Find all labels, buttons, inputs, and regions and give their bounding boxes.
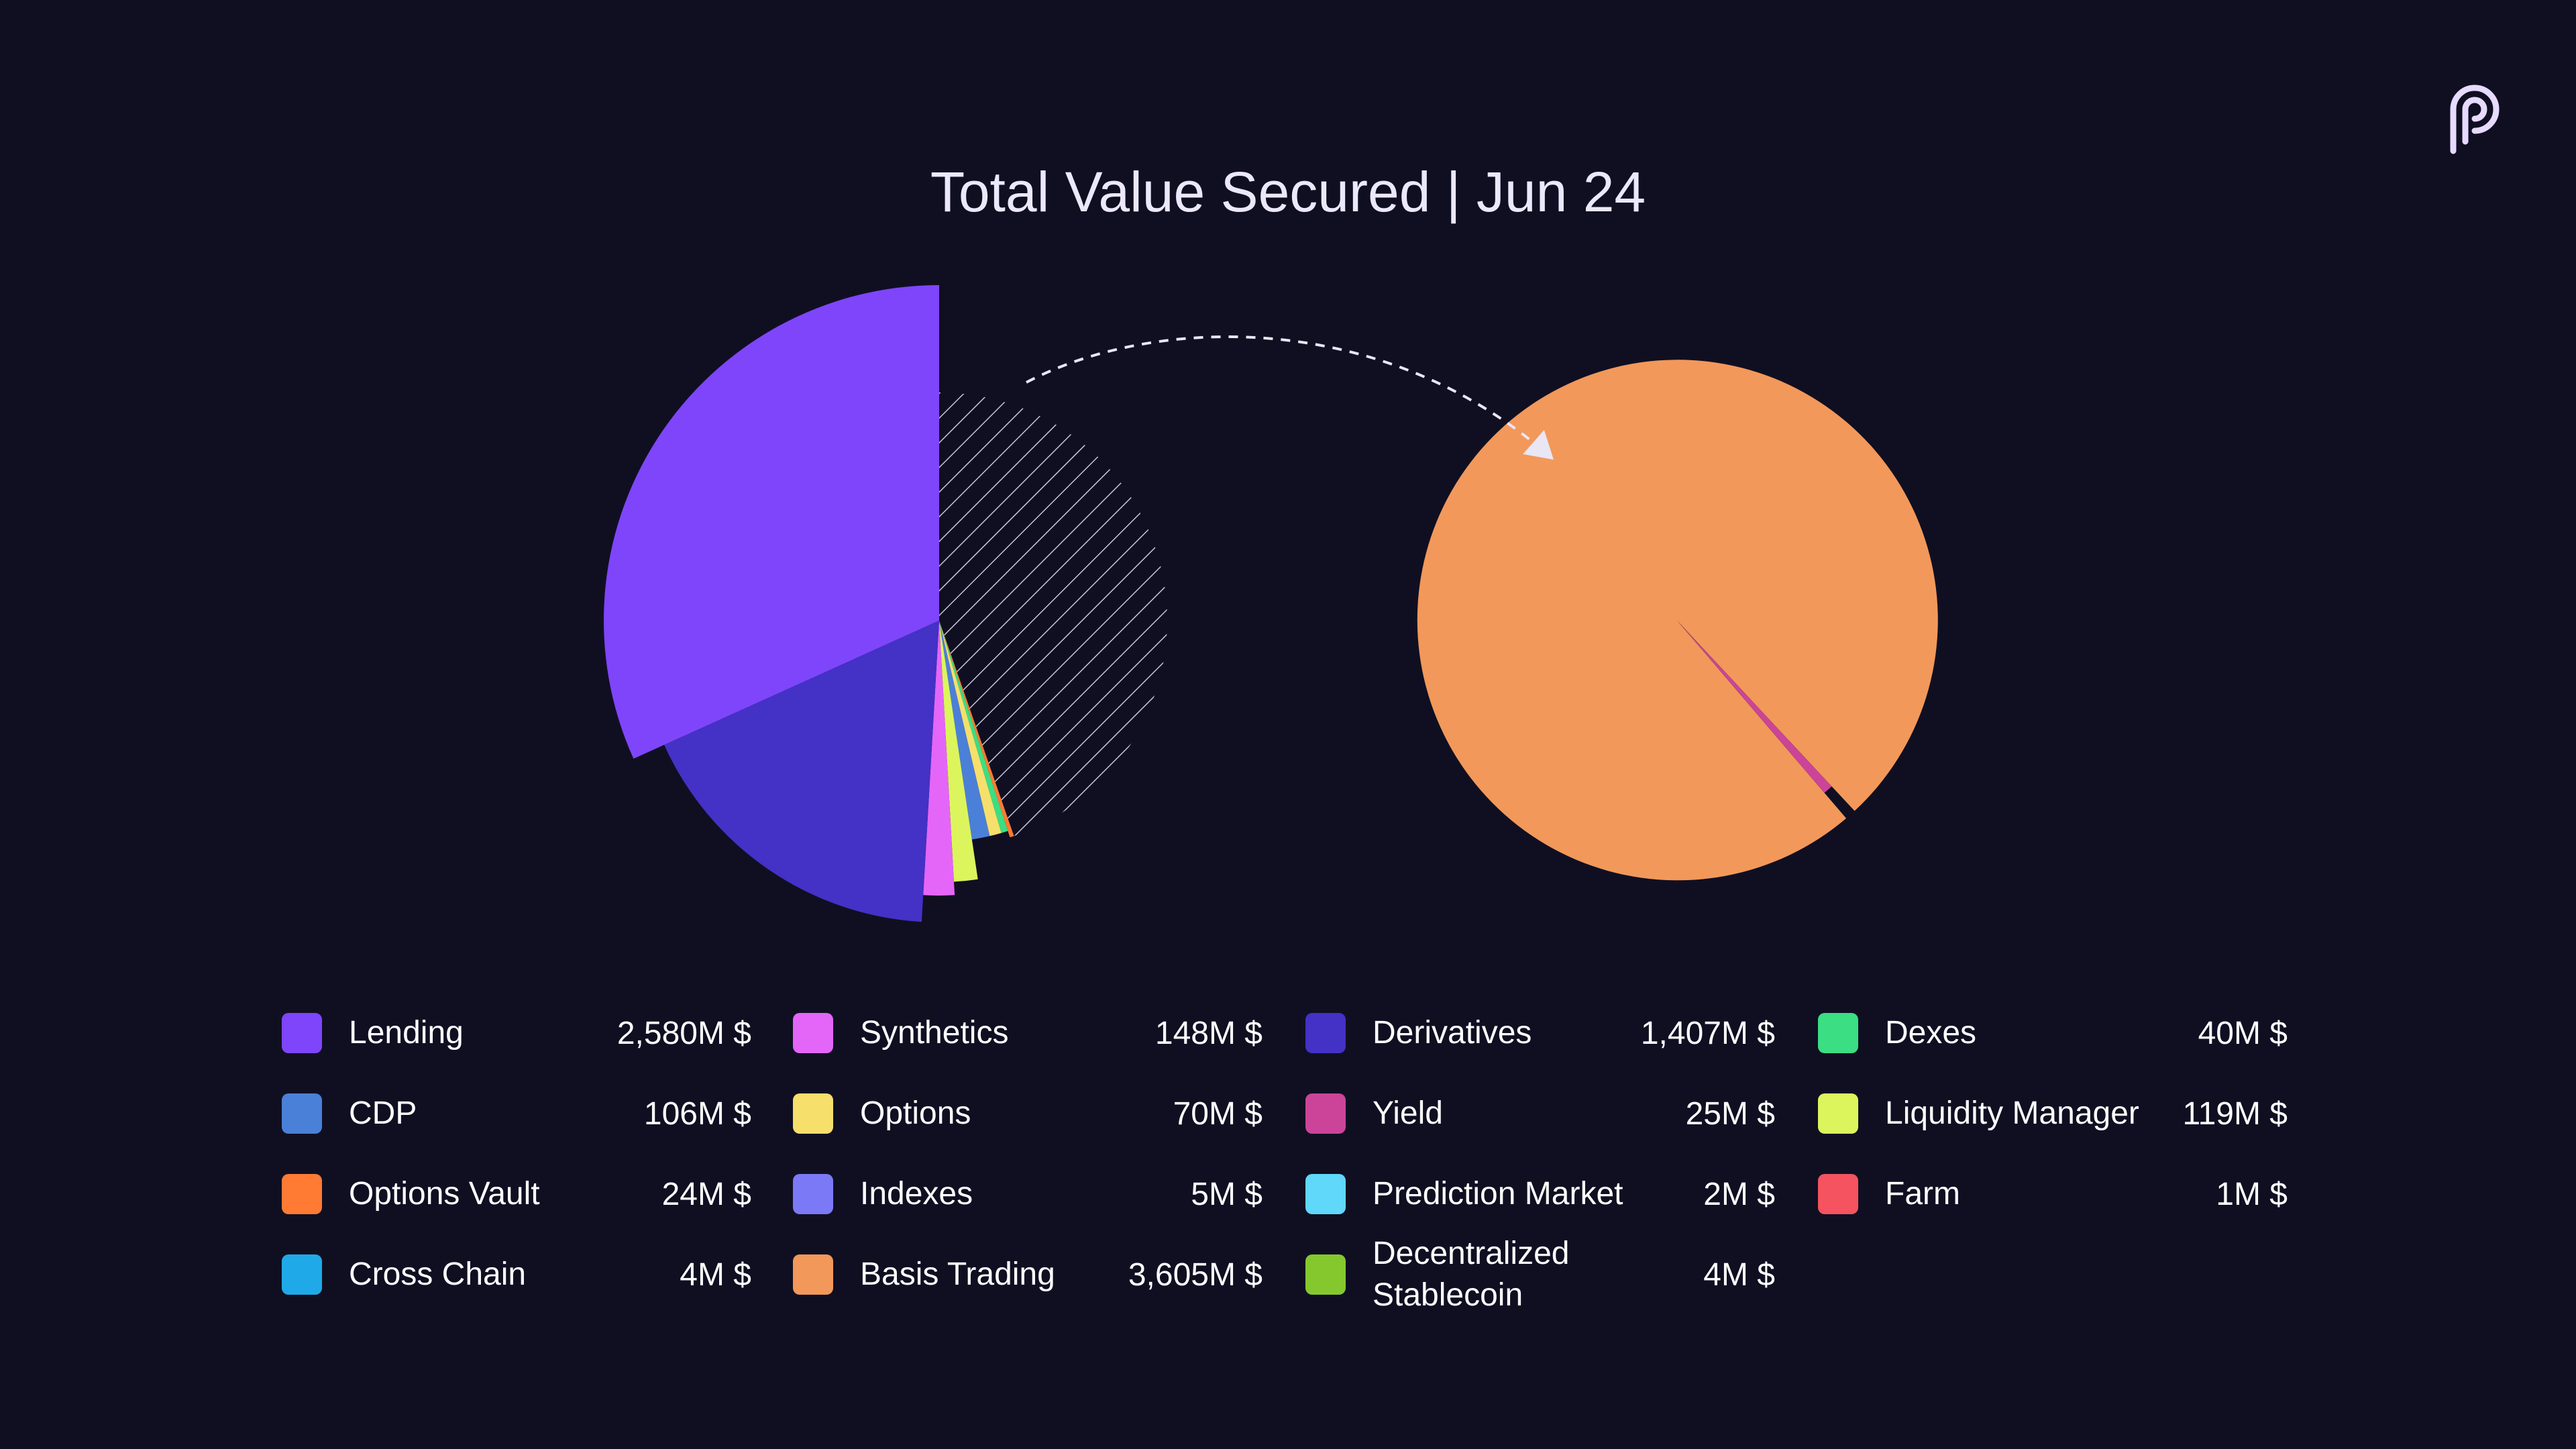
legend-item-cdp: CDP 106M $ [282,1087,751,1140]
legend-label: Synthetics [860,1015,1009,1051]
legend-value: 24M $ [661,1176,751,1212]
legend-swatch [793,1254,833,1295]
legend-swatch [1818,1013,1858,1053]
chart-title: Total Value Secured | Jun 24 [930,160,1646,223]
legend-value: 119M $ [2182,1095,2288,1132]
pie-chart-detail [1417,360,1938,881]
legend-item-farm: Farm 1M $ [1818,1167,2288,1221]
pie-slice-basis-trading [1417,360,1938,881]
pyth-logo-icon [2450,85,2500,154]
pie-slice-lending [603,284,939,759]
legend-label: Liquidity Manager [1885,1095,2139,1131]
legend-swatch [1818,1093,1858,1134]
legend-value: 3,605M $ [1128,1256,1263,1293]
legend-label: Yield [1373,1095,1443,1131]
pie-slice-synthetics [923,621,955,896]
legend-label: Basis Trading [860,1256,1055,1292]
pie-chart-main [603,284,1168,922]
pie-charts [603,284,1938,922]
legend-label: Dexes [1885,1015,1977,1051]
legend-value: 2,580M $ [616,1015,751,1051]
legend-value: 25M $ [1685,1095,1775,1132]
legend-swatch [282,1174,322,1214]
legend-swatch [282,1254,322,1295]
legend-item-indexes: Indexes 5M $ [793,1167,1263,1221]
legend-label: Farm [1885,1176,1960,1212]
legend-item-prediction-market: Prediction Market 2M $ [1305,1167,1775,1221]
legend-item-basis-trading: Basis Trading 3,605M $ [793,1248,1263,1301]
pie-slice-other [939,392,1168,837]
pie-slice-cdp [939,621,990,840]
legend-label: Prediction Market [1373,1176,1623,1212]
legend-label: Cross Chain [349,1256,527,1292]
legend-value: 40M $ [2198,1015,2288,1051]
legend-label: Indexes [860,1176,973,1212]
legend-swatch [1818,1174,1858,1214]
legend-item-lending: Lending 2,580M $ [282,1006,751,1060]
pie-slice-options [939,621,1002,837]
pie-slice-liquidity-manager [939,621,978,882]
legend-swatch [793,1174,833,1214]
legend-item-yield: Yield 25M $ [1305,1087,1775,1140]
legend-label: Lending [349,1015,464,1051]
legend-item-options-vault: Options Vault 24M $ [282,1167,751,1221]
legend-value: 4M $ [1703,1256,1775,1293]
legend-swatch [793,1013,833,1053]
legend-value: 70M $ [1173,1095,1263,1132]
legend-value: 4M $ [680,1256,751,1293]
legend-value: 1,407M $ [1640,1015,1775,1051]
pie-slice-yield [1680,624,1832,793]
legend-item-options: Options 70M $ [793,1087,1263,1140]
pie-slice-dexes [939,621,1008,833]
legend-swatch [793,1093,833,1134]
legend: Lending 2,580M $ CDP 106M $ Options Vault 24M… [282,1006,2321,1342]
legend-label: Options [860,1095,971,1131]
legend-label: Options Vault [349,1176,540,1212]
legend-swatch [1305,1174,1346,1214]
legend-swatch [282,1013,322,1053]
legend-item-derivatives: Derivatives 1,407M $ [1305,1006,1775,1060]
legend-value: 1M $ [2216,1176,2288,1212]
legend-value: 106M $ [643,1095,751,1132]
pie-slice-derivatives [664,621,939,922]
legend-item-decentralized-stablecoin: Decentralized Stablecoin 4M $ [1305,1236,1775,1313]
legend-item-synthetics: Synthetics 148M $ [793,1006,1263,1060]
legend-value: 5M $ [1191,1176,1263,1212]
legend-swatch [1305,1013,1346,1053]
legend-item-liquidity-manager: Liquidity Manager 119M $ [1818,1087,2288,1140]
legend-label: Derivatives [1373,1015,1532,1051]
legend-swatch [1305,1254,1346,1295]
legend-item-cross-chain: Cross Chain 4M $ [282,1248,751,1301]
pie-slice-options-vault [939,621,1014,838]
legend-label: Decentralized Stablecoin [1373,1236,1570,1313]
legend-swatch [1305,1093,1346,1134]
legend-value: 2M $ [1703,1176,1775,1212]
legend-value: 148M $ [1155,1015,1263,1051]
legend-item-dexes: Dexes 40M $ [1818,1006,2288,1060]
expand-arrow [1026,335,1554,460]
legend-swatch [282,1093,322,1134]
legend-label: CDP [349,1095,417,1131]
